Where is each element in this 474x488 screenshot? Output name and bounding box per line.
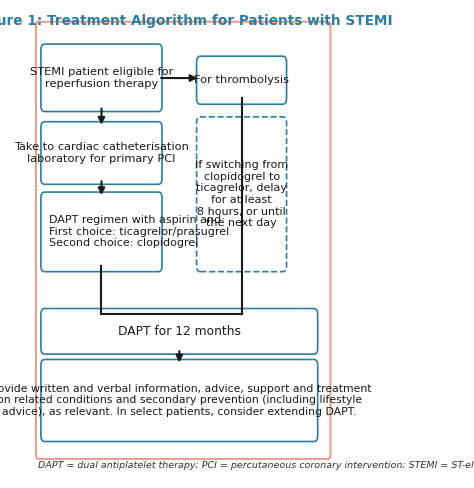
FancyBboxPatch shape [197, 117, 287, 272]
Text: Provide written and verbal information, advice, support and treatment
on related: Provide written and verbal information, … [0, 384, 372, 417]
FancyBboxPatch shape [41, 360, 318, 442]
Text: For thrombolysis: For thrombolysis [194, 75, 289, 85]
Text: Figure 1: Treatment Algorithm for Patients with STEMI: Figure 1: Treatment Algorithm for Patien… [0, 14, 393, 27]
Text: DAPT regimen with aspirin and:
First choice: ticagrelor/prasugrel
Second choice:: DAPT regimen with aspirin and: First cho… [49, 215, 229, 248]
Text: If switching from
clopidogrel to
ticagrelor, delay
for at least
8 hours, or unti: If switching from clopidogrel to ticagre… [195, 160, 288, 228]
FancyBboxPatch shape [197, 56, 287, 104]
FancyBboxPatch shape [41, 308, 318, 354]
Text: DAPT for 12 months: DAPT for 12 months [118, 325, 241, 338]
FancyBboxPatch shape [41, 44, 162, 112]
Text: Take to cardiac catheterisation
laboratory for primary PCI: Take to cardiac catheterisation laborato… [14, 142, 189, 164]
FancyBboxPatch shape [41, 192, 162, 272]
Text: STEMI patient eligible for
reperfusion therapy: STEMI patient eligible for reperfusion t… [30, 67, 173, 89]
FancyBboxPatch shape [41, 122, 162, 184]
Text: DAPT = dual antiplatelet therapy; PCI = percutaneous coronary intervention; STEM: DAPT = dual antiplatelet therapy; PCI = … [38, 461, 474, 470]
